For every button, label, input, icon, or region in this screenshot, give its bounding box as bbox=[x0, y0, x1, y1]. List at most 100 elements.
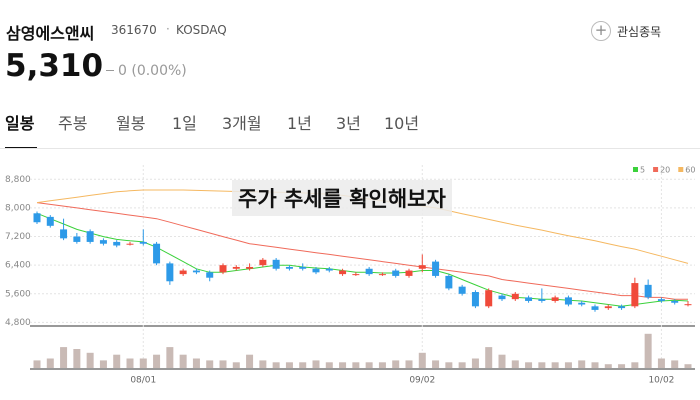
volume-bar bbox=[139, 358, 147, 368]
volume-bar bbox=[591, 362, 599, 368]
volume-bar bbox=[312, 360, 320, 368]
watch-icon[interactable]: + bbox=[591, 21, 611, 41]
candle-body bbox=[272, 259, 280, 269]
watch-button[interactable]: 관심종목 bbox=[617, 25, 662, 39]
candle-body bbox=[498, 295, 506, 300]
candle-body bbox=[525, 297, 533, 301]
candle-body bbox=[578, 302, 586, 305]
candle-body bbox=[99, 240, 107, 244]
divider bbox=[0, 148, 700, 149]
candle-body bbox=[325, 268, 333, 271]
change: 0 (0.00%) bbox=[118, 63, 187, 79]
tab[interactable]: 주봉 bbox=[58, 114, 88, 133]
x-tick-label: 08/01 bbox=[130, 376, 156, 386]
volume-bar bbox=[684, 364, 692, 368]
candle-body bbox=[538, 299, 546, 301]
candle-body bbox=[432, 261, 440, 276]
candle-body bbox=[471, 292, 479, 307]
x-tick-label: 09/02 bbox=[409, 376, 435, 386]
candle-body bbox=[285, 266, 293, 269]
candle-body bbox=[631, 283, 639, 307]
volume-bar bbox=[511, 360, 519, 368]
volume-bar bbox=[578, 360, 586, 368]
volume-bar bbox=[179, 354, 187, 368]
tab[interactable]: 1년 bbox=[287, 114, 312, 133]
volume-bar bbox=[671, 360, 679, 368]
candle-body bbox=[46, 216, 54, 226]
candle-body bbox=[591, 306, 599, 310]
volume-bar bbox=[232, 362, 240, 368]
market: KOSDAQ bbox=[176, 23, 227, 37]
candle-body bbox=[179, 270, 187, 275]
y-tick-label: 8,800 bbox=[5, 175, 31, 185]
moving-average-line bbox=[36, 202, 688, 300]
y-tick-label: 8,000 bbox=[5, 203, 31, 213]
candle-body bbox=[458, 286, 466, 294]
volume-bar bbox=[445, 362, 453, 368]
candle-body bbox=[339, 270, 347, 275]
candle-body bbox=[485, 290, 493, 307]
candle-body bbox=[365, 268, 373, 275]
volume-bar bbox=[458, 362, 466, 368]
candle-body bbox=[671, 300, 679, 303]
tab[interactable]: 1일 bbox=[172, 114, 197, 133]
volume-bar bbox=[206, 360, 214, 368]
candle-body bbox=[219, 265, 227, 273]
candle-body bbox=[126, 243, 134, 245]
volume-bar bbox=[73, 349, 81, 368]
tab[interactable]: 일봉 bbox=[5, 114, 35, 133]
candle-body bbox=[445, 275, 453, 289]
candle-body bbox=[551, 297, 559, 301]
candle-body bbox=[60, 229, 68, 239]
volume-bar bbox=[657, 358, 665, 368]
volume-bar bbox=[299, 362, 307, 368]
volume-bar bbox=[219, 360, 227, 368]
candle-body bbox=[378, 274, 386, 276]
volume-bar bbox=[99, 360, 107, 368]
volume-bar bbox=[418, 352, 426, 368]
volume-bar bbox=[392, 360, 400, 368]
volume-bar bbox=[485, 347, 493, 368]
x-tick-label: 10/02 bbox=[648, 376, 674, 386]
volume-bar bbox=[498, 354, 506, 368]
volume-bar bbox=[644, 333, 652, 368]
y-tick-label: 7,200 bbox=[5, 232, 31, 242]
candle-body bbox=[259, 259, 267, 266]
candle-body bbox=[166, 263, 174, 282]
candle-body bbox=[564, 297, 572, 305]
volume-bar bbox=[272, 362, 280, 368]
tab[interactable]: 3개월 bbox=[222, 114, 262, 133]
candle-body bbox=[86, 231, 94, 242]
tab[interactable]: 10년 bbox=[384, 114, 420, 133]
candle-body bbox=[299, 266, 307, 269]
volume-bar bbox=[405, 360, 413, 368]
candle-body bbox=[644, 284, 652, 298]
tab[interactable]: 월봉 bbox=[116, 114, 146, 133]
volume-bar bbox=[33, 360, 41, 368]
volume-bar bbox=[564, 362, 572, 368]
legend-label: 5 bbox=[640, 166, 645, 175]
volume-bar bbox=[259, 360, 267, 368]
candle-body bbox=[392, 270, 400, 276]
candle-body bbox=[113, 241, 121, 246]
candle-body bbox=[312, 268, 320, 273]
y-tick-label: 5,600 bbox=[5, 289, 31, 299]
legend-swatch bbox=[678, 167, 684, 172]
candle-body bbox=[684, 304, 692, 306]
candle-body bbox=[206, 272, 214, 278]
candle-body bbox=[511, 293, 519, 300]
tab[interactable]: 3년 bbox=[336, 114, 361, 133]
legend-label: 20 bbox=[660, 166, 670, 175]
moving-average-line bbox=[36, 212, 689, 307]
volume-bar bbox=[339, 362, 347, 368]
volume-bar bbox=[325, 362, 333, 368]
candle-body bbox=[139, 241, 147, 244]
volume-bar bbox=[46, 358, 54, 368]
volume-bar bbox=[525, 362, 533, 368]
candle-body bbox=[418, 265, 426, 269]
volume-bar bbox=[378, 362, 386, 368]
legend-swatch bbox=[633, 167, 638, 172]
volume-bar bbox=[113, 354, 121, 368]
volume-bar bbox=[192, 358, 200, 368]
volume-bar bbox=[538, 362, 546, 368]
